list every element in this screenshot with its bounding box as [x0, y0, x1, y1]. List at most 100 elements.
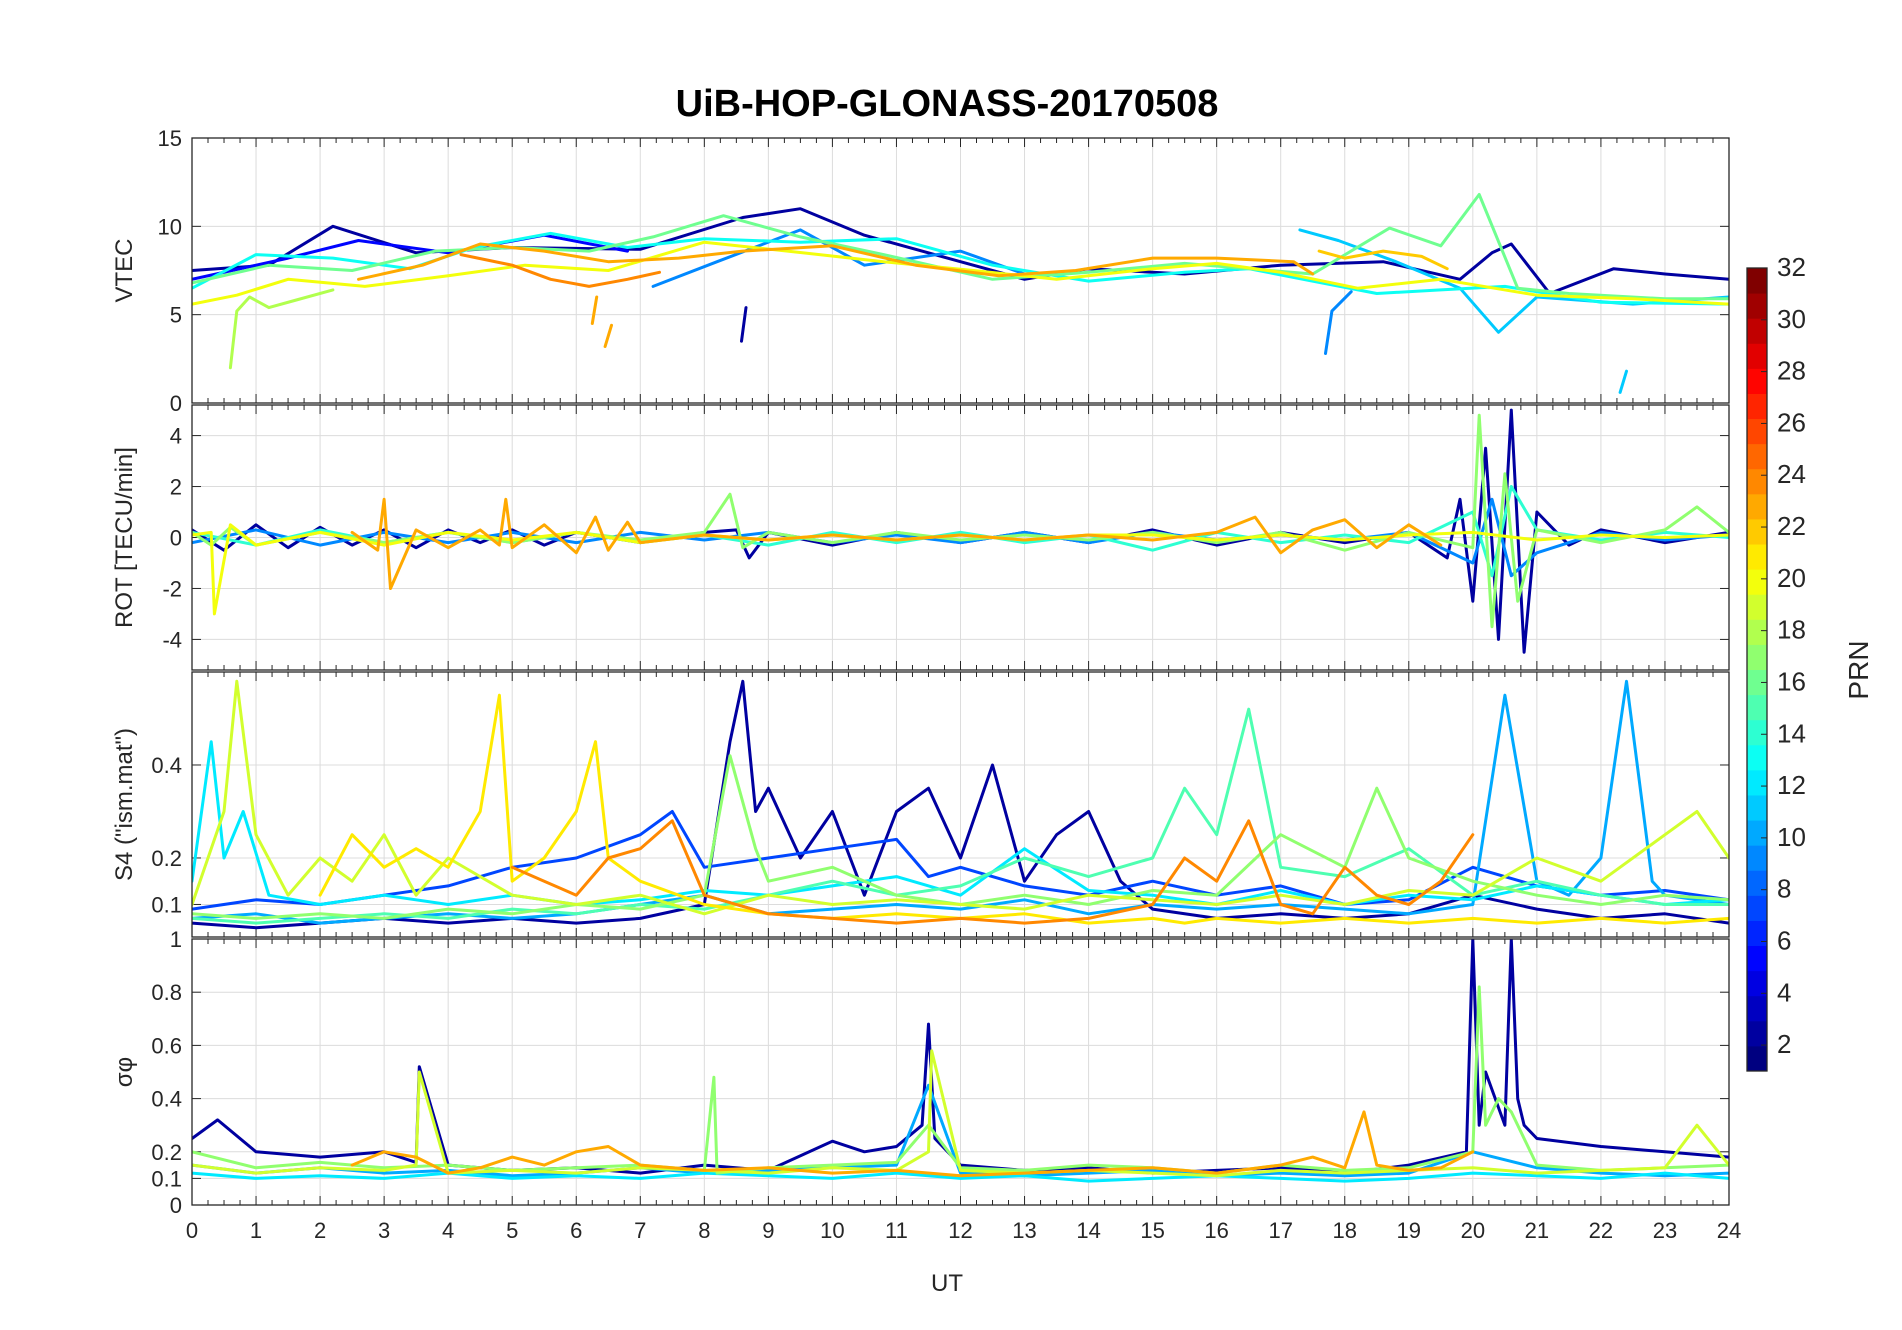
trace-prn-17 [192, 754, 1729, 920]
y-axis-label: VTEC [111, 238, 138, 302]
x-tick-label: 2 [314, 1218, 326, 1243]
colorbar-segment [1747, 1020, 1767, 1047]
trace-prn-23 [350, 1110, 1475, 1178]
x-tick-label: 11 [885, 1218, 908, 1243]
colorbar-segment [1747, 995, 1767, 1022]
traces-sigma_phi [192, 939, 1729, 1183]
colorbar-segment [1747, 493, 1767, 520]
y-tick-label: 0.4 [151, 753, 182, 778]
axes-frame [191, 404, 1730, 671]
x-tick-label: 22 [1589, 1218, 1613, 1243]
y-tick-label: 10 [158, 214, 182, 239]
colorbar-segment [1747, 468, 1767, 495]
colorbar-frame [1746, 267, 1768, 1072]
trace-prn-24 [459, 253, 661, 288]
colorbar-segment [1747, 619, 1767, 645]
x-tick-label: 14 [1076, 1218, 1100, 1243]
colorbar-segment [1747, 1045, 1767, 1072]
colorbar-segment [1747, 544, 1767, 570]
colorbar-tick-label: 12 [1777, 770, 1806, 800]
colorbar-segment [1747, 970, 1767, 997]
x-tick-label: 12 [948, 1218, 972, 1243]
x-tick-label: 5 [506, 1218, 518, 1243]
trace-prn-24 [510, 819, 1475, 925]
x-tick-label: 4 [442, 1218, 454, 1243]
colorbar-tick-label: 14 [1777, 718, 1806, 748]
x-tick-label: 19 [1397, 1218, 1421, 1243]
colorbar-segment [1747, 594, 1767, 620]
colorbar-segment [1747, 393, 1767, 420]
colorbar-tick-label: 32 [1777, 252, 1806, 282]
x-tick-label: 1 [250, 1218, 262, 1243]
y-axis-label: ROT [TECU/min] [111, 447, 138, 628]
x-tick-label: 0 [186, 1218, 198, 1243]
traces-rot [192, 408, 1729, 654]
colorbar-segment [1747, 644, 1767, 670]
colorbar-segment [1747, 744, 1767, 771]
trace-prn-9 [1324, 290, 1353, 355]
colorbar-tick-label: 2 [1777, 1029, 1791, 1059]
y-tick-label: 15 [158, 126, 182, 151]
y-tick-label: 0.2 [151, 1140, 182, 1165]
trace-prn-22 [1317, 249, 1449, 271]
colorbar-segment [1747, 343, 1767, 369]
x-tick-label: 13 [1012, 1218, 1036, 1243]
x-tick-label: 17 [1268, 1218, 1292, 1243]
colorbar-segment [1747, 845, 1767, 871]
panel-vtec: 0 5 10 15 VTEC [111, 126, 1730, 416]
chart-title: UiB-HOP-GLONASS-20170508 [676, 83, 1219, 125]
trace-prn-23 [603, 323, 613, 348]
colorbar-tick-label: 8 [1777, 874, 1791, 904]
trace-prn-9 [651, 228, 1026, 288]
trace-prn-2 [192, 679, 1729, 930]
colorbar-label: PRN [1843, 640, 1874, 699]
x-tick-label: 8 [698, 1218, 710, 1243]
y-tick-label: -2 [162, 576, 182, 601]
colorbar-tick-label: 16 [1777, 666, 1806, 696]
x-tick-label: 9 [762, 1218, 774, 1243]
colorbar-segment [1747, 443, 1767, 470]
x-tick-label: 20 [1461, 1218, 1485, 1243]
trace-prn-23 [350, 497, 1443, 590]
y-tick-label: 0.4 [151, 1087, 182, 1112]
colorbar-segment [1747, 368, 1767, 394]
x-tick-label: 18 [1333, 1218, 1357, 1243]
colorbar-segment [1747, 518, 1767, 545]
colorbar-segment [1747, 694, 1767, 721]
colorbar-segment [1747, 769, 1767, 796]
x-tick-label: 6 [570, 1218, 582, 1243]
y-axis-label: S4 ("ism.mat") [111, 728, 138, 881]
colorbar-tick-label: 4 [1777, 977, 1791, 1007]
colorbar-segment [1747, 820, 1767, 846]
y-tick-label: 0.8 [151, 980, 182, 1005]
colorbar-tick-label: 20 [1777, 563, 1806, 593]
x-tick-label: 21 [1525, 1218, 1549, 1243]
x-tick-label: 16 [1204, 1218, 1228, 1243]
colorbar-segment [1747, 719, 1767, 746]
y-tick-label: 0.1 [151, 892, 182, 917]
y-tick-label: 5 [170, 303, 182, 328]
y-tick-label: 0.1 [151, 1166, 182, 1191]
colorbar-segment [1747, 945, 1767, 972]
y-tick-label: 0 [170, 391, 182, 416]
colorbar-tick-label: 28 [1777, 356, 1806, 386]
colorbar-tick-label: 24 [1777, 459, 1806, 489]
x-tick-label: 24 [1717, 1218, 1741, 1243]
colorbar-tick-label: 10 [1777, 822, 1806, 852]
trace-prn-15 [192, 707, 1729, 925]
x-tick-label: 23 [1653, 1218, 1677, 1243]
traces-vtec [192, 193, 1729, 394]
colorbar-tick-label: 6 [1777, 925, 1791, 955]
y-tick-label: 0 [170, 1193, 182, 1218]
colorbar-segment [1747, 870, 1767, 896]
trace-prn-19 [192, 1049, 1729, 1178]
y-axis-label: σφ [111, 1057, 138, 1087]
trace-prn-19 [192, 679, 1729, 916]
colorbar-tick-label: 22 [1777, 511, 1806, 541]
axes-frame [191, 137, 1730, 404]
colorbar-tick-label: 30 [1777, 304, 1806, 334]
